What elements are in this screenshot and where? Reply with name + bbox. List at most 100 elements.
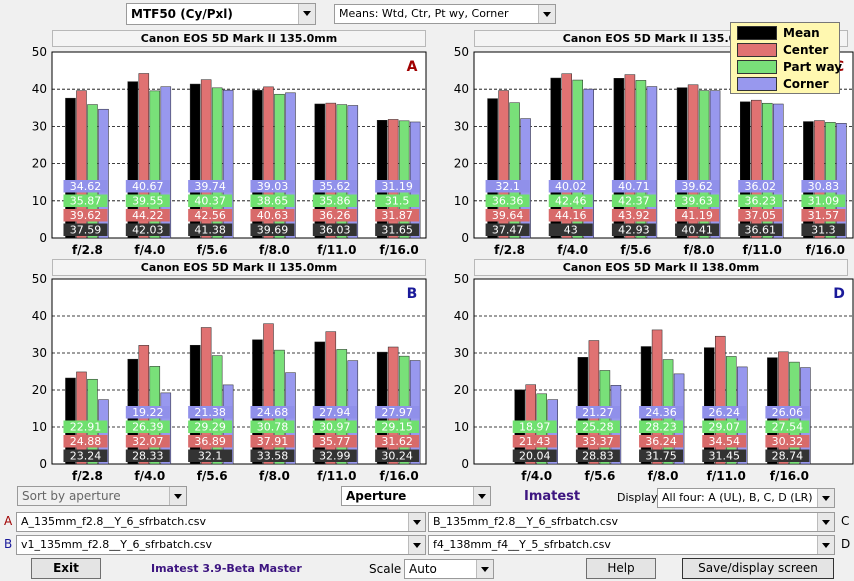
value-label: 31.09: [808, 195, 840, 208]
bar-center: [200, 79, 212, 239]
y-tick-label: 40: [454, 309, 469, 323]
save-display-button[interactable]: Save/display screen: [682, 558, 834, 579]
value-label-bg: [611, 209, 656, 222]
sort-select-value: Sort by aperture: [22, 489, 121, 503]
value-label-bg: [375, 194, 420, 207]
bar-center: [263, 323, 274, 465]
value-label: 35.62: [319, 180, 351, 193]
value-label: 28.83: [582, 450, 614, 463]
panel-letter: A: [407, 59, 418, 75]
bar-mean: [803, 121, 814, 239]
value-label-bg: [63, 435, 108, 448]
bar-center: [138, 73, 150, 239]
value-label: 31.62: [381, 435, 413, 448]
y-tick-label: 50: [32, 45, 47, 59]
value-label-bg: [485, 180, 530, 193]
value-label-bg: [801, 223, 846, 236]
value-label: 21.38: [194, 406, 226, 419]
file-b-select[interactable]: v1_135mm_f2.8__Y_6_sfrbatch.csv: [16, 535, 426, 555]
y-tick-label: 30: [32, 346, 47, 360]
y-tick-label: 20: [32, 383, 47, 397]
value-label-bg: [485, 223, 530, 236]
y-tick-label: 20: [454, 383, 469, 397]
value-label: 42.37: [618, 195, 650, 208]
file-d-select[interactable]: f4_138mm_f4__Y_5_sfrbatch.csv: [428, 535, 835, 555]
value-label: 36.02: [744, 180, 776, 193]
value-label: 26.24: [708, 406, 740, 419]
x-tick-label: f/5.6: [620, 243, 651, 257]
plot-area: [51, 51, 427, 239]
value-label-bg: [575, 449, 620, 462]
exit-button[interactable]: Exit: [31, 558, 101, 579]
value-label-bg: [575, 435, 620, 448]
means-select[interactable]: Means: Wtd, Ctr, Pt wy, Corner: [334, 4, 556, 24]
value-label-bg: [250, 449, 295, 462]
bar-mean: [376, 120, 388, 239]
display-select[interactable]: All four: A (UL), B, C, D (LR): [657, 488, 835, 508]
scale-select[interactable]: Auto: [404, 559, 494, 579]
value-label-bg: [738, 194, 783, 207]
means-select-value: Means: Wtd, Ctr, Pt wy, Corner: [339, 7, 509, 20]
value-label: 18.97: [519, 421, 551, 434]
value-label: 29.07: [708, 421, 740, 434]
value-label: 39.62: [70, 209, 102, 222]
value-label: 27.54: [772, 421, 804, 434]
value-label: 27.97: [381, 406, 413, 419]
value-label: 41.19: [681, 209, 713, 222]
y-tick-label: 20: [454, 157, 469, 171]
panel-letter: B: [407, 286, 418, 302]
value-label-bg: [375, 420, 420, 433]
value-label-bg: [639, 449, 684, 462]
file-c-select[interactable]: B_135mm_f2.8__Y_6_sfrbatch.csv: [428, 512, 835, 532]
x-tick-label: f/4.0: [134, 469, 165, 483]
value-label-bg: [611, 194, 656, 207]
value-label: 38.65: [257, 195, 289, 208]
value-label-bg: [63, 449, 108, 462]
value-label-bg: [512, 435, 557, 448]
bar-mean: [127, 81, 139, 239]
value-label: 32.1: [495, 180, 520, 193]
value-label-bg: [675, 209, 720, 222]
metric-select[interactable]: MTF50 (Cy/Pxl): [126, 3, 316, 25]
value-label-bg: [675, 223, 720, 236]
version-label: Imatest 3.9-Beta Master: [151, 562, 302, 575]
aperture-select[interactable]: Aperture: [341, 486, 491, 506]
value-label: 29.15: [381, 421, 413, 434]
legend-label: Mean: [783, 26, 820, 40]
chevron-down-icon: [476, 560, 493, 578]
value-label: 31.75: [645, 450, 677, 463]
value-label-bg: [485, 194, 530, 207]
bar-corner: [520, 118, 531, 239]
value-label: 23.24: [70, 450, 102, 463]
value-label-bg: [548, 209, 593, 222]
file-a-value: A_135mm_f2.8__Y_6_sfrbatch.csv: [21, 515, 207, 528]
legend-swatch: [737, 26, 777, 40]
y-tick-label: 10: [32, 420, 47, 434]
value-label-bg: [702, 449, 747, 462]
bar-part-way: [211, 87, 223, 239]
value-label-bg: [188, 449, 233, 462]
help-button[interactable]: Help: [586, 558, 656, 579]
bar-part-way: [509, 102, 520, 239]
y-tick-label: 50: [454, 272, 469, 286]
value-label-bg: [375, 406, 420, 419]
value-label-bg: [63, 420, 108, 433]
file-a-select[interactable]: A_135mm_f2.8__Y_6_sfrbatch.csv: [16, 512, 426, 532]
y-tick-label: 0: [39, 231, 47, 245]
value-label-bg: [312, 420, 357, 433]
y-tick-label: 10: [454, 194, 469, 208]
metric-select-value: MTF50 (Cy/Pxl): [131, 7, 233, 21]
value-label-bg: [548, 223, 593, 236]
x-tick-label: f/2.8: [72, 243, 103, 257]
value-label: 31.45: [708, 450, 740, 463]
value-label-bg: [702, 420, 747, 433]
x-tick-label: f/16.0: [806, 243, 845, 257]
sort-select[interactable]: Sort by aperture: [17, 486, 187, 506]
scale-select-value: Auto: [409, 562, 437, 576]
legend-entry: Corner: [737, 77, 837, 92]
y-tick-label: 30: [454, 119, 469, 133]
value-label-bg: [548, 180, 593, 193]
bar-corner: [160, 86, 172, 239]
bar-part-way: [635, 80, 647, 239]
value-label: 30.97: [319, 421, 351, 434]
